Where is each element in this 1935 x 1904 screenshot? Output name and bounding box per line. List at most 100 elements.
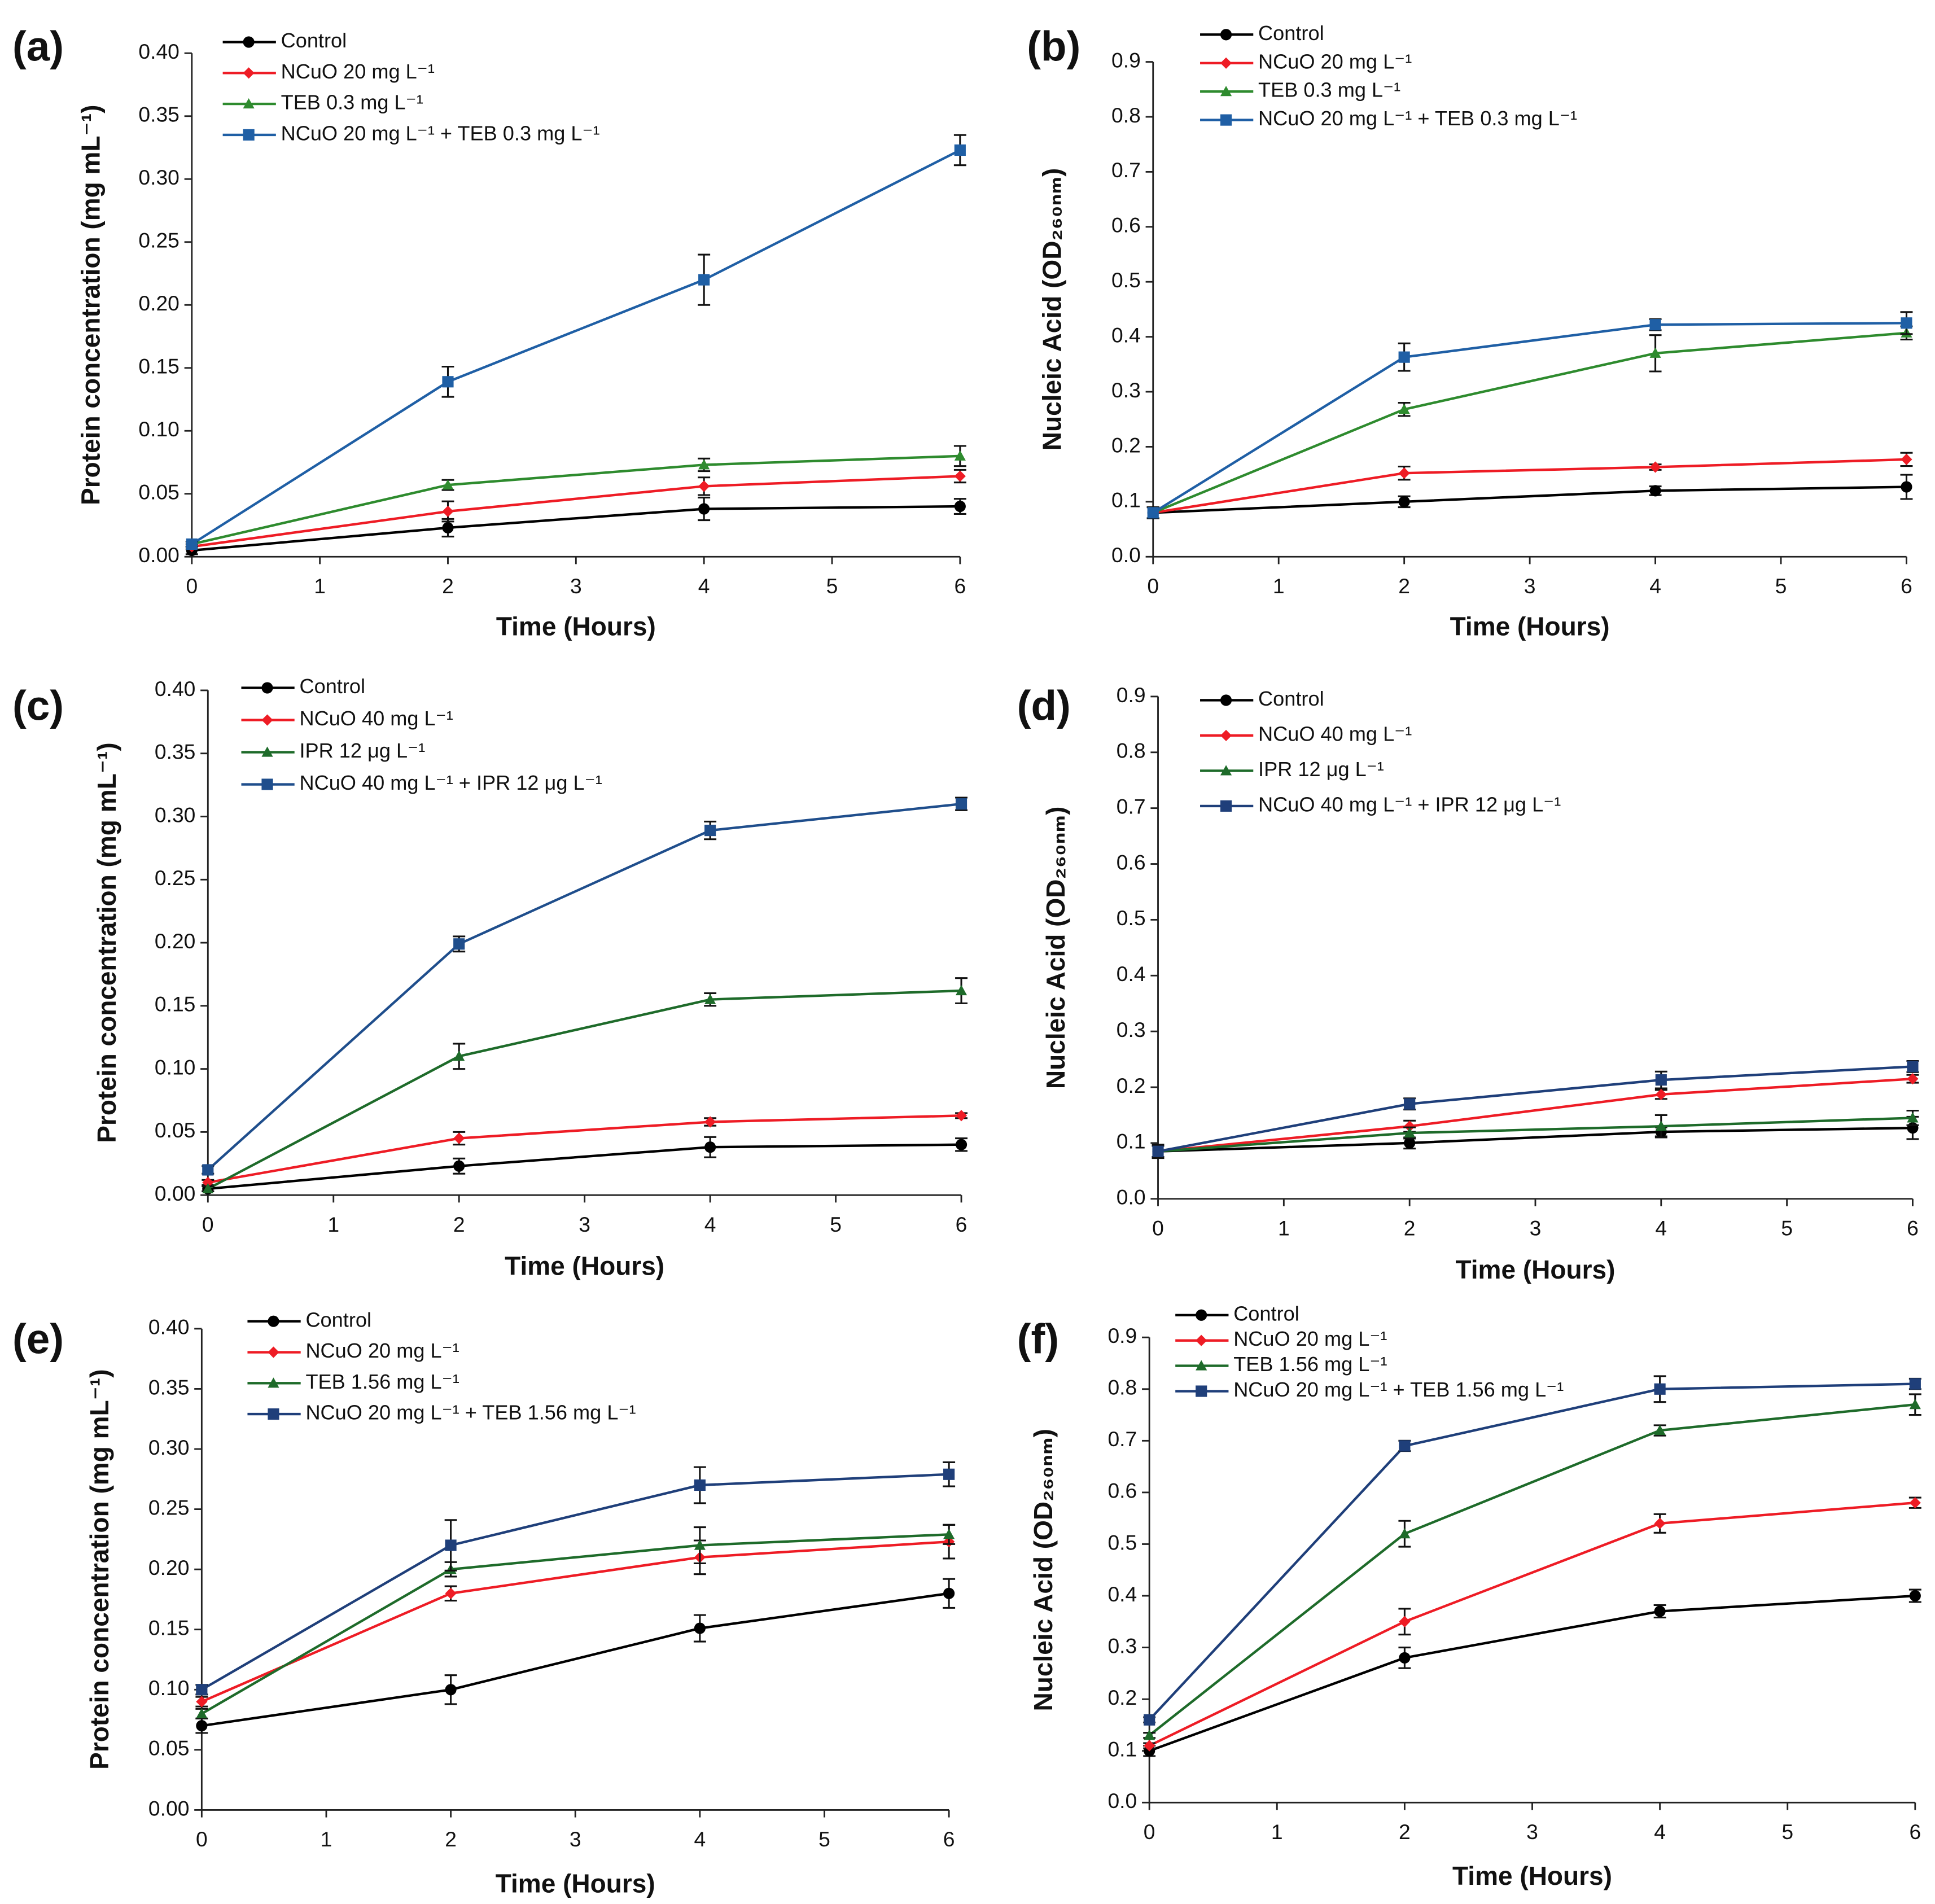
y-tick-label: 0.4 — [1111, 323, 1141, 347]
x-tick-label: 4 — [698, 574, 710, 598]
y-tick-label: 0.30 — [155, 803, 196, 826]
marker — [1399, 1616, 1411, 1627]
panel: (f) 0.0 0.1 0.2 0.3 0.4 0.5 0.6 0.7 0.8 0.9 0 1 2 3 4 5 6… — [1017, 1302, 1921, 1890]
x-tick-label: 4 — [1649, 574, 1661, 598]
legend-label: IPR 12 μg L⁻¹ — [299, 739, 425, 762]
y-tick-label: 0.8 — [1107, 1376, 1137, 1399]
y-tick-label: 0.4 — [1117, 962, 1146, 986]
series-line — [208, 1143, 962, 1190]
series-line — [1158, 1117, 1913, 1153]
marker — [1907, 1112, 1919, 1123]
y-tick-label: 0.8 — [1117, 739, 1146, 763]
y-tick-label: 0.35 — [148, 1375, 190, 1399]
marker — [1907, 1061, 1919, 1073]
legend-marker — [1196, 1385, 1207, 1397]
legend-marker — [268, 1315, 279, 1327]
legend-label: NCuO 20 mg L⁻¹ — [1233, 1327, 1387, 1350]
panel-label: (f) — [1017, 1316, 1059, 1363]
panel: (b) 0.0 0.1 0.2 0.3 0.4 0.5 0.6 0.7 0.8 0.9 0 1 2 3 4 5 6… — [1027, 21, 1913, 641]
panel-label: (d) — [1017, 682, 1071, 729]
y-tick-label: 0.6 — [1111, 213, 1141, 237]
marker — [694, 1479, 706, 1491]
legend-label: NCuO 40 mg L⁻¹ — [299, 707, 453, 730]
marker — [1399, 1440, 1411, 1452]
series-line — [207, 802, 962, 1171]
marker — [1649, 485, 1661, 497]
x-tick-label: 5 — [818, 1827, 830, 1851]
marker — [955, 1139, 968, 1150]
y-tick-label: 0.20 — [155, 929, 196, 953]
x-tick-label: 2 — [1399, 1820, 1411, 1844]
series-line — [1153, 458, 1907, 514]
y-tick-label: 0.05 — [138, 480, 180, 504]
y-tick-label: 0.10 — [155, 1055, 196, 1079]
legend-marker — [1220, 729, 1232, 742]
x-tick-label: 3 — [579, 1213, 590, 1236]
marker — [1399, 1652, 1411, 1664]
x-tick-label: 0 — [1152, 1216, 1164, 1240]
series-line — [191, 475, 960, 548]
x-tick-label: 1 — [1278, 1216, 1290, 1240]
y-tick-label: 0.1 — [1111, 488, 1141, 512]
marker — [955, 1110, 968, 1122]
y-axis-title: Protein concentration (mg mL⁻¹) — [85, 1369, 114, 1769]
y-tick-label: 0.25 — [148, 1495, 190, 1519]
x-tick-label: 2 — [1404, 1216, 1416, 1240]
marker — [445, 1587, 457, 1599]
marker — [704, 1141, 716, 1153]
legend-label: NCuO 40 mg L⁻¹ + IPR 12 μg L⁻¹ — [1258, 793, 1561, 816]
series-line — [1152, 322, 1907, 514]
series-line — [207, 989, 962, 1190]
y-tick-label: 0.7 — [1107, 1427, 1137, 1451]
legend-marker — [268, 1408, 279, 1420]
legend-label: NCuO 20 mg L⁻¹ + TEB 1.56 mg L⁻¹ — [1233, 1378, 1564, 1401]
x-tick-label: 4 — [1654, 1820, 1666, 1844]
y-tick-label: 0.9 — [1107, 1324, 1137, 1347]
legend-marker — [243, 67, 255, 79]
marker — [943, 1468, 955, 1480]
legend-marker — [1220, 86, 1232, 97]
series-line — [1148, 1403, 1916, 1736]
legend-label: TEB 1.56 mg L⁻¹ — [305, 1370, 459, 1393]
x-tick-label: 6 — [1907, 1216, 1919, 1240]
y-axis-title: Nucleic Acid (OD₂₆₀ₙₘ) — [1028, 1429, 1058, 1712]
legend-marker — [1220, 29, 1232, 41]
legend-marker — [1220, 800, 1232, 812]
x-tick-label: 6 — [943, 1827, 955, 1851]
marker — [1144, 1730, 1155, 1740]
y-tick-label: 0.30 — [138, 165, 180, 189]
marker — [1901, 453, 1912, 465]
marker — [704, 825, 716, 837]
marker — [943, 1529, 955, 1539]
y-tick-label: 0.15 — [155, 992, 196, 1016]
y-tick-label: 0.40 — [148, 1315, 190, 1339]
y-tick-label: 0.3 — [1107, 1634, 1137, 1657]
marker — [1909, 1590, 1921, 1602]
y-tick-label: 0.2 — [1107, 1686, 1137, 1709]
x-tick-label: 4 — [1655, 1216, 1667, 1240]
marker — [1144, 1740, 1155, 1752]
marker — [1404, 1127, 1416, 1138]
marker — [1404, 1120, 1416, 1132]
x-axis-title: Time (Hours) — [496, 612, 656, 641]
panel: (c) 0.00 0.05 0.10 0.15 0.20 0.25 0.30 0.35 0.40 0… — [12, 675, 968, 1281]
marker — [698, 503, 710, 515]
y-tick-label: 0.00 — [148, 1796, 190, 1820]
marker — [196, 1696, 208, 1708]
x-axis-title: Time (Hours) — [1450, 612, 1610, 641]
y-tick-label: 0.1 — [1107, 1737, 1137, 1761]
marker — [453, 1160, 465, 1172]
legend-label: TEB 1.56 mg L⁻¹ — [1233, 1353, 1387, 1376]
marker — [1398, 496, 1410, 507]
legend-marker — [1220, 765, 1232, 776]
marker — [1655, 1120, 1667, 1131]
y-tick-label: 0.0 — [1117, 1185, 1146, 1209]
y-tick-label: 0.25 — [138, 229, 180, 252]
y-axis-title: Nucleic Acid (OD₂₆₀ₙₘ) — [1041, 807, 1070, 1089]
marker — [1649, 319, 1661, 331]
y-tick-label: 0.7 — [1111, 158, 1141, 182]
legend-label: NCuO 40 mg L⁻¹ + IPR 12 μg L⁻¹ — [299, 771, 602, 794]
x-tick-label: 0 — [202, 1213, 214, 1236]
marker — [955, 798, 968, 810]
legend-marker — [1220, 694, 1232, 706]
